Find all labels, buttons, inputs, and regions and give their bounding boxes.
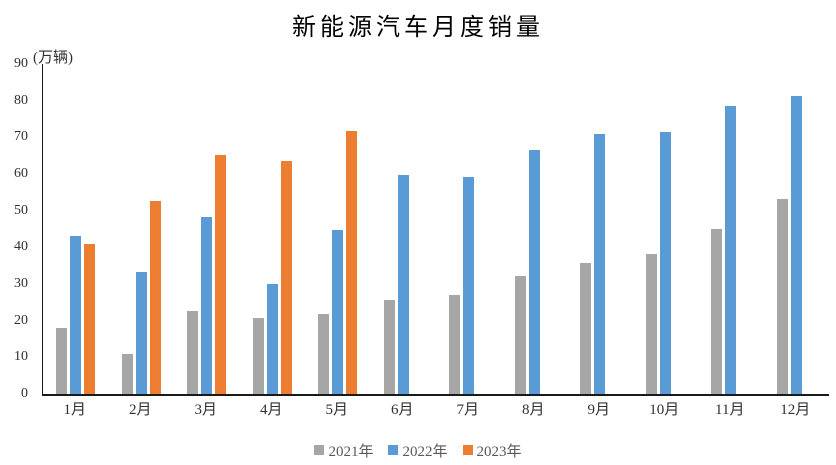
x-tick-label: 2月 — [128, 402, 152, 418]
bar-group — [567, 64, 633, 394]
x-tick-label: 12月 — [780, 402, 811, 418]
y-axis-labels: 0 10 20 30 40 50 60 70 80 90 — [0, 0, 28, 465]
y-tick-label: 30 — [14, 276, 28, 291]
x-tick-label: 7月 — [456, 402, 479, 418]
legend-swatch-icon — [388, 445, 399, 455]
y-tick-label: 20 — [14, 312, 28, 328]
bar-2021年-2月 — [121, 354, 133, 394]
bar-2022年-2月 — [135, 272, 147, 394]
bar-2023年-5月 — [346, 131, 358, 394]
bar-2021年-11月 — [711, 229, 723, 394]
bar-group — [109, 64, 175, 394]
x-tick-label: 3月 — [194, 402, 217, 418]
bar-2021年-8月 — [514, 276, 526, 394]
x-tick-label: 6月 — [390, 402, 414, 418]
plot-area — [42, 64, 829, 396]
x-axis-labels: 1月 2月 3月 4月 5月 6月 7月 8月 9月 10月 11月 12月 — [42, 400, 828, 420]
y-tick-label: 70 — [14, 129, 28, 145]
bar-2021年-6月 — [383, 300, 395, 394]
bar-2022年-5月 — [332, 230, 344, 394]
x-tick-label: 11月 — [715, 402, 745, 418]
x-tick-label: 5月 — [325, 402, 348, 418]
bar-2021年-7月 — [449, 295, 461, 394]
bar-2022年-12月 — [790, 96, 802, 394]
legend: 2021年 2022年 2023年 — [0, 438, 836, 462]
legend-swatch-icon — [314, 445, 325, 455]
legend-label: 2022年 — [402, 443, 448, 460]
bar-group — [43, 64, 109, 394]
legend-item-2021年: 2021年 — [314, 440, 373, 461]
y-tick-label: 90 — [14, 56, 28, 71]
x-tick-label: 10月 — [649, 402, 680, 418]
y-tick-label: 80 — [14, 92, 28, 108]
bar-2022年-7月 — [463, 177, 475, 394]
bar-group — [174, 64, 240, 394]
x-tick-label: 9月 — [587, 402, 610, 418]
bar-group — [436, 64, 502, 394]
y-tick-label: 60 — [14, 166, 28, 181]
bar-group — [633, 64, 699, 394]
bar-2023年-2月 — [149, 201, 161, 394]
bar-2021年-12月 — [776, 199, 788, 394]
y-axis-unit-label: (万辆) — [33, 50, 73, 66]
y-tick-label: 50 — [14, 202, 28, 218]
legend-item-2022年: 2022年 — [388, 440, 448, 461]
x-tick-label: 1月 — [63, 402, 86, 418]
bar-2021年-9月 — [580, 263, 592, 394]
y-tick-label: 0 — [21, 386, 28, 401]
bar-group — [305, 64, 371, 394]
bar-2022年-8月 — [528, 150, 540, 394]
bar-2022年-6月 — [397, 175, 409, 394]
legend-label: 2023年 — [476, 443, 522, 460]
bar-2021年-10月 — [645, 254, 657, 394]
x-tick-label: 4月 — [259, 402, 283, 418]
bar-2023年-3月 — [215, 155, 227, 394]
legend-swatch-icon — [462, 445, 473, 455]
y-tick-label: 40 — [14, 239, 28, 255]
bar-group — [764, 64, 830, 394]
bar-2021年-4月 — [252, 318, 264, 394]
x-tick-label: 8月 — [521, 402, 545, 418]
bar-2022年-11月 — [725, 106, 737, 394]
bar-2022年-9月 — [594, 134, 606, 394]
bar-2022年-4月 — [266, 284, 278, 394]
bar-2022年-3月 — [201, 217, 213, 394]
bar-group — [502, 64, 568, 394]
legend-label: 2021年 — [328, 443, 374, 460]
bar-2021年-1月 — [56, 328, 68, 394]
bar-2021年-3月 — [187, 311, 199, 394]
bar-2023年-4月 — [280, 161, 292, 394]
bar-2022年-10月 — [659, 132, 671, 394]
bar-group — [240, 64, 306, 394]
bar-2022年-1月 — [70, 236, 82, 394]
bar-2021年-5月 — [318, 314, 330, 394]
chart-title: 新能源汽车月度销量 — [292, 15, 544, 41]
bar-group — [698, 64, 764, 394]
bar-2023年-1月 — [84, 244, 96, 394]
legend-item-2023年: 2023年 — [462, 440, 522, 461]
y-tick-label: 10 — [14, 349, 28, 365]
bar-group — [371, 64, 437, 394]
